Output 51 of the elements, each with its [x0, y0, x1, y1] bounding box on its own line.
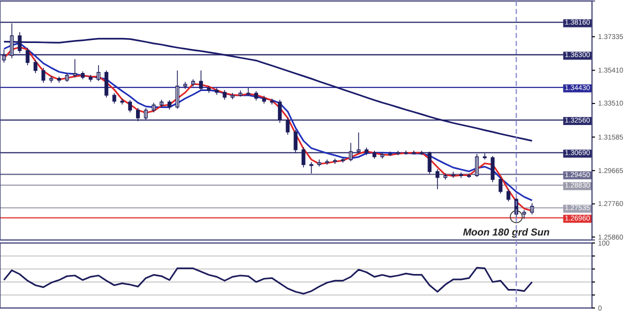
candlestick	[191, 78, 196, 87]
candlestick	[96, 64, 100, 82]
candlestick	[2, 49, 6, 64]
candlestick	[372, 150, 376, 160]
candlestick	[340, 157, 345, 164]
candlestick	[506, 188, 510, 202]
candlestick	[104, 70, 108, 98]
candlestick	[128, 100, 132, 113]
candlestick	[380, 152, 384, 160]
candlestick	[325, 159, 330, 166]
candlestick	[396, 150, 400, 156]
candlestick	[333, 158, 337, 164]
candlestick	[302, 146, 306, 168]
annotation: Moon 180 grd Sun	[462, 228, 550, 238]
candlestick	[522, 210, 526, 220]
candlestick	[57, 76, 62, 84]
candlestick	[270, 98, 274, 105]
candlestick	[175, 70, 180, 110]
candlestick	[199, 70, 203, 91]
candlestick	[364, 147, 368, 156]
candlestick	[459, 172, 464, 178]
candlestick	[294, 129, 298, 153]
candlestick	[136, 108, 140, 122]
candlestick	[34, 60, 38, 74]
line-series	[3, 266, 533, 294]
candlestick	[309, 162, 314, 174]
candlestick	[246, 88, 250, 96]
candlestick	[262, 95, 266, 104]
candlestick	[41, 67, 46, 84]
line-series	[3, 38, 533, 142]
candlestick	[222, 90, 227, 100]
candlestick	[474, 154, 479, 178]
candlestick	[451, 171, 456, 178]
candlestick	[65, 72, 69, 82]
candlestick	[238, 90, 242, 98]
candlestick	[160, 99, 164, 108]
candlestick	[498, 176, 502, 194]
candlestick	[530, 202, 534, 215]
candlestick	[428, 151, 432, 174]
candlestick	[230, 92, 234, 100]
candlestick	[168, 100, 172, 110]
candlestick	[490, 156, 495, 183]
candlestick	[467, 173, 471, 178]
candlestick	[206, 86, 211, 94]
candlestick	[404, 150, 408, 156]
candlestick	[443, 172, 448, 180]
candlestick	[436, 168, 440, 190]
candlestick	[356, 132, 361, 154]
candlestick	[26, 47, 30, 66]
candlestick	[88, 74, 93, 82]
candlestick	[72, 58, 77, 78]
